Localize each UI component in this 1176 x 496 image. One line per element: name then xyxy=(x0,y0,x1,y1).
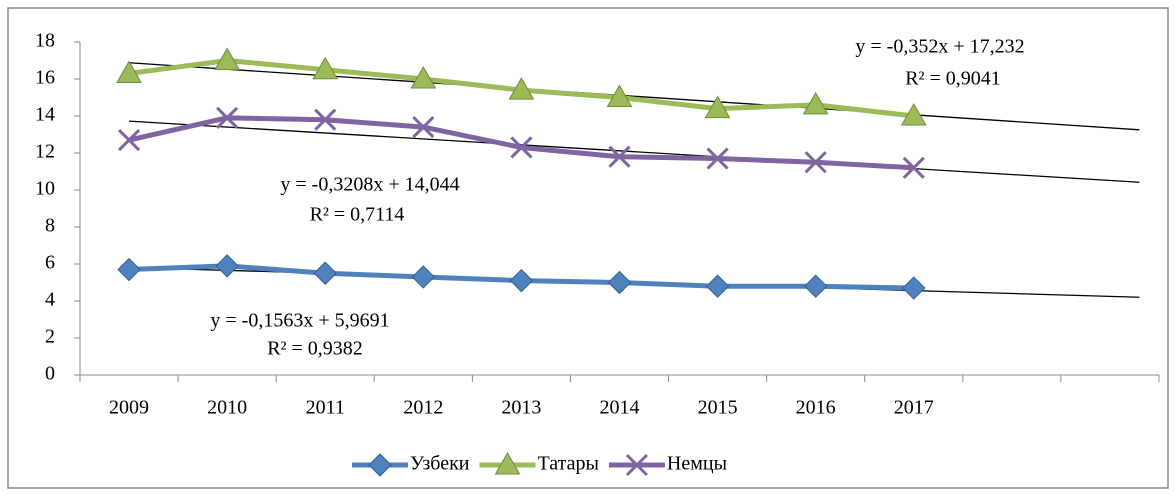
legend-marker xyxy=(494,451,521,475)
data-point xyxy=(314,108,337,131)
legend-marker xyxy=(625,453,648,477)
y-tick-label: 10 xyxy=(35,178,55,200)
x-tick-label: 2010 xyxy=(207,397,247,419)
legend-label: Узбеки xyxy=(410,453,470,475)
data-point xyxy=(116,60,142,83)
y-tick-label: 16 xyxy=(35,67,55,89)
data-point xyxy=(313,261,337,285)
data-point xyxy=(608,145,631,168)
data-point xyxy=(705,274,730,298)
chart-border xyxy=(7,7,1169,489)
trend-r2: R² = 0,9382 xyxy=(267,338,363,360)
y-tick-label: 8 xyxy=(45,215,55,237)
data-point xyxy=(412,116,435,139)
trendline xyxy=(129,62,1140,131)
data-point xyxy=(117,128,141,152)
data-point xyxy=(804,151,827,174)
y-tick-label: 2 xyxy=(45,326,55,348)
data-point xyxy=(900,102,927,126)
y-tick-label: 4 xyxy=(45,289,55,311)
legend-marker xyxy=(368,453,392,477)
trend-r2: R² = 0,9041 xyxy=(905,68,1001,90)
trend-equation: y = -0,1563x + 5,9691 xyxy=(210,310,389,332)
data-point xyxy=(214,47,240,70)
data-point xyxy=(312,56,339,80)
data-point xyxy=(803,274,828,298)
y-tick-label: 6 xyxy=(45,252,55,274)
trend-equation: y = -0,3208x + 14,044 xyxy=(280,174,459,196)
data-point xyxy=(706,147,729,170)
x-tick-label: 2012 xyxy=(403,397,443,419)
legend-label: Немцы xyxy=(667,453,727,475)
x-tick-label: 2016 xyxy=(796,397,836,419)
trendline xyxy=(129,120,1140,183)
x-tick-label: 2011 xyxy=(306,397,345,419)
data-point xyxy=(509,268,534,293)
x-tick-label: 2015 xyxy=(698,397,738,419)
x-tick-label: 2009 xyxy=(109,397,149,419)
data-point xyxy=(216,106,239,129)
y-tick-label: 14 xyxy=(35,104,55,126)
trend-r2: R² = 0,7114 xyxy=(310,204,405,226)
data-point xyxy=(508,77,535,100)
data-point xyxy=(902,156,925,179)
data-point xyxy=(215,254,239,278)
x-tick-label: 2013 xyxy=(501,397,541,419)
data-point xyxy=(704,95,731,119)
data-point xyxy=(902,276,926,300)
data-point xyxy=(117,257,141,282)
data-point xyxy=(411,265,436,289)
data-point xyxy=(802,91,829,115)
data-point xyxy=(510,136,533,159)
data-point xyxy=(606,84,633,107)
x-tick-label: 2017 xyxy=(894,397,934,419)
data-point xyxy=(607,270,632,295)
data-point xyxy=(410,65,437,89)
x-tick-label: 2014 xyxy=(600,397,640,419)
y-tick-label: 0 xyxy=(45,363,55,385)
y-tick-label: 18 xyxy=(35,30,55,52)
y-tick-label: 12 xyxy=(35,141,55,163)
legend-label: Татары xyxy=(538,453,599,475)
trend-equation: y = -0,352x + 17,232 xyxy=(855,36,1024,58)
